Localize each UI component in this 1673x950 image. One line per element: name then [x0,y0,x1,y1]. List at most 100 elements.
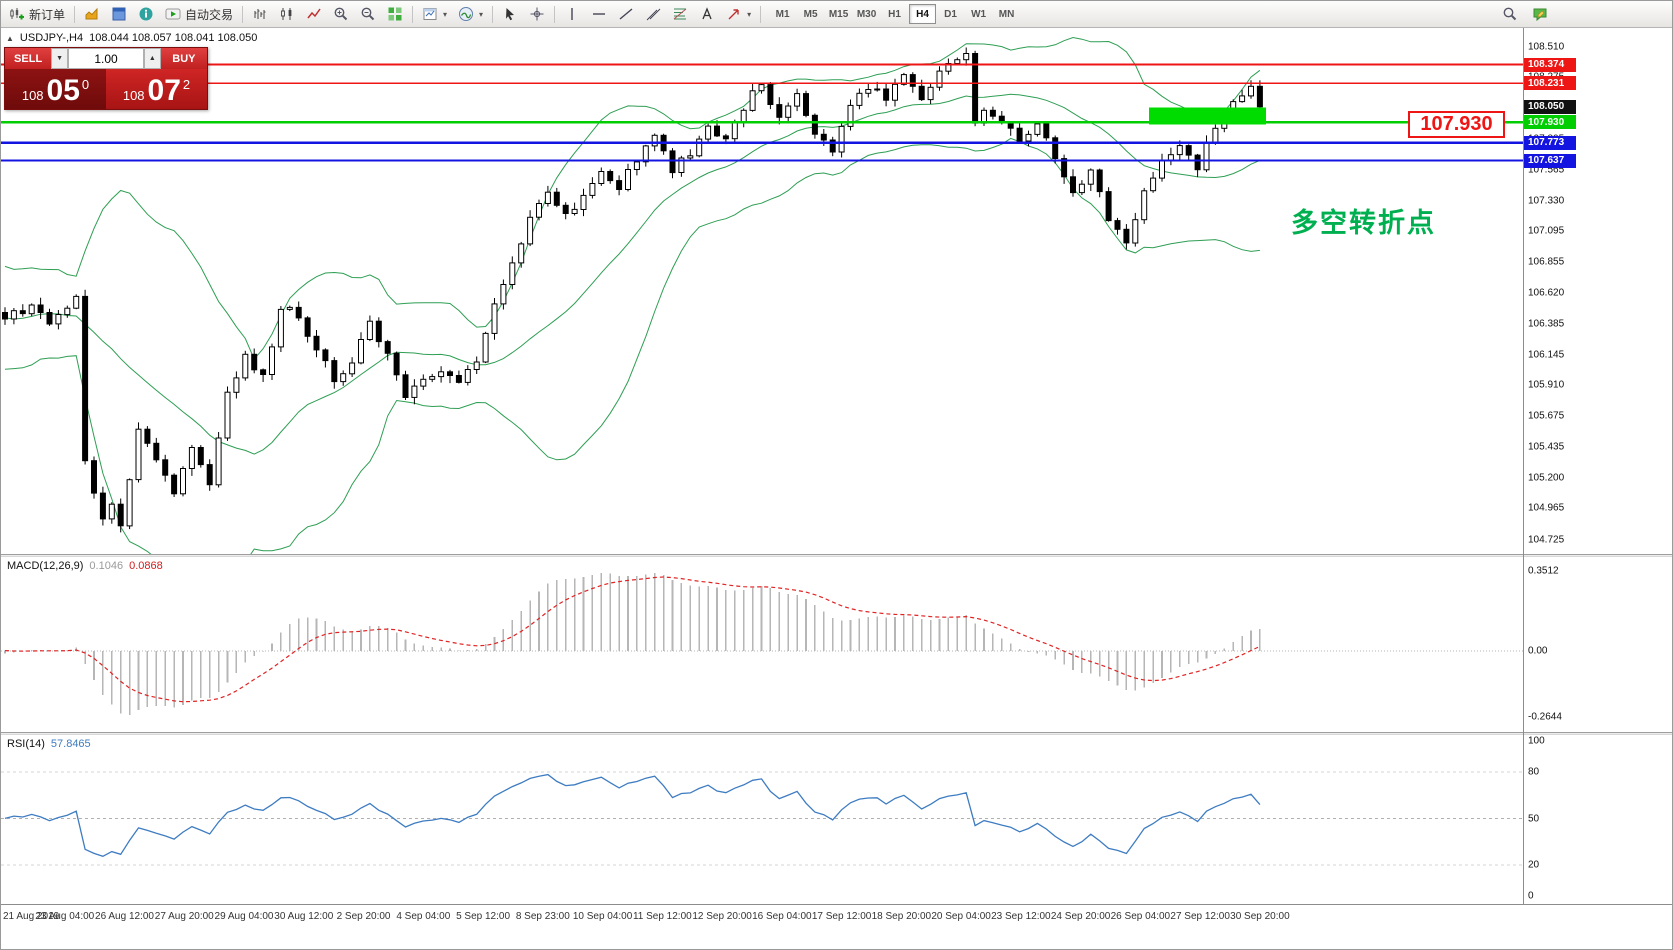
price-tick-label: 107.330 [1528,195,1565,206]
timeframe-button-mn[interactable]: MN [993,4,1020,24]
chart-templates-button[interactable]: ▾ [417,3,452,26]
toolbar-right-group [1497,3,1553,26]
macd-scale-label: 0.00 [1528,645,1548,657]
timeframe-button-m30[interactable]: M30 [853,4,880,24]
time-axis[interactable]: 21 Aug 2019 23 Aug 04:00 26 Aug 12:00 27 Au… [1,904,1672,928]
navigator-icon [139,7,153,21]
price-badge-resistance: 108.374 [1524,57,1576,72]
rsi-scale-label: 0 [1528,890,1534,902]
sell-price-display[interactable]: 108 05 0 [5,69,106,109]
timeframe-button-m1[interactable]: M1 [769,4,796,24]
channel-button[interactable] [640,3,666,26]
time-axis-label: 23 Aug 04:00 [35,911,95,922]
candlestick-chart-button[interactable] [274,3,300,26]
data-window-button[interactable] [106,3,132,26]
panel-separator[interactable] [1,554,1672,557]
zoom-out-button[interactable] [355,3,381,26]
buy-button[interactable]: BUY [160,48,207,69]
timeframe-button-m5[interactable]: M5 [797,4,824,24]
crosshair-button[interactable] [524,3,550,26]
price-tick-label: 105.910 [1528,379,1565,391]
turning-point-annotation[interactable]: 多空转折点 [1291,208,1436,238]
time-axis-label: 29 Aug 04:00 [214,911,274,922]
sell-price-prefix: 108 [21,88,44,103]
panel-separator[interactable] [1,732,1672,735]
tile-windows-button[interactable] [382,3,408,26]
time-axis-label: 24 Sep 20:00 [1050,911,1111,922]
buy-price-display[interactable]: 108 07 2 [106,69,207,109]
time-axis-label: 4 Sep 04:00 [396,911,451,922]
data-window-icon [112,7,126,21]
price-tick-label: 107.095 [1528,225,1565,237]
horizontal-line-icon [593,13,606,15]
rsi-panel-svg[interactable] [1,735,1523,904]
auto-trading-icon [165,8,181,20]
price-tick-label: 105.435 [1528,441,1565,453]
time-axis-label: 11 Sep 12:00 [632,911,692,922]
arrow-object-icon [728,9,739,20]
bollinger-bands [4,36,1261,554]
price-tick-label: 108.510 [1528,41,1565,53]
search-button[interactable] [1497,3,1523,26]
rsi-scale-label: 20 [1528,859,1540,871]
main-chart-svg[interactable] [1,28,1523,554]
volume-increase-button[interactable]: ▲ [144,48,161,69]
buy-price-big: 07 [147,74,181,107]
price-tick-label: 106.620 [1528,287,1565,299]
symbol-title: USDJPY-,H4 [19,32,84,44]
timeframe-button-h1[interactable]: H1 [881,4,908,24]
sell-price-sup: 0 [81,77,90,92]
indicators-button[interactable]: ▾ [453,3,488,26]
toolbar-separator [412,5,414,23]
zoom-in-button[interactable] [328,3,354,26]
fibonacci-icon [673,8,687,20]
price-tick-label: 106.145 [1528,349,1565,361]
time-axis-label: 21 Aug 2019 [3,911,60,922]
arrow-object-button[interactable]: ▾ [721,3,756,26]
horizontal-line-button[interactable] [586,3,612,26]
price-badge-pivot: 107.930 [1524,115,1576,130]
volume-input[interactable] [68,48,144,69]
price-badge-resistance: 108.231 [1524,76,1576,91]
time-axis-label: 23 Sep 12:00 [991,911,1051,922]
highlight-zone [1149,107,1266,125]
timeframe-button-d1[interactable]: D1 [937,4,964,24]
price-tick-label: 107.565 [1528,164,1565,176]
time-axis-label: 20 Sep 04:00 [931,911,991,922]
time-axis-label: 30 Sep 20:00 [1230,911,1290,922]
vertical-line-icon [571,8,573,20]
timeframe-button-w1[interactable]: W1 [965,4,992,24]
one-click-collapse-icon[interactable]: ▲ [6,33,14,43]
navigator-button[interactable] [133,3,159,26]
price-tick-label: 108.275 [1528,71,1565,83]
price-tick-label: 105.675 [1528,410,1565,422]
timeframe-button-h4[interactable]: H4 [909,4,937,24]
macd-scale-label: -0.2644 [1528,711,1562,723]
macd-signal-value: 0.0868 [129,560,163,572]
market-watch-button[interactable] [79,3,105,26]
new-order-button[interactable]: 新订单 [4,3,70,26]
feedback-chat-button[interactable] [1527,3,1553,26]
fibonacci-button[interactable] [667,3,693,26]
price-tick-label: 104.725 [1528,534,1565,546]
auto-trading-button[interactable]: 自动交易 [160,3,238,26]
symbol-info-line: ▲ USDJPY-,H4 108.044 108.057 108.041 108… [6,32,257,44]
timeframe-button-m15[interactable]: M15 [825,4,852,24]
candlesticks [2,47,1263,533]
macd-panel-svg[interactable] [1,557,1523,732]
cursor-button[interactable] [497,3,523,26]
vertical-line-button[interactable] [559,3,585,26]
line-chart-button[interactable] [301,3,327,26]
bar-chart-button[interactable] [247,3,273,26]
rsi-guide-lines [1,771,1523,866]
price-callout-label[interactable]: 107.930 [1408,111,1505,138]
text-label-button[interactable] [694,3,720,26]
dropdown-arrow-icon: ▾ [479,9,484,19]
time-axis-label: 27 Sep 12:00 [1170,911,1230,922]
rsi-scale-label: 100 [1528,735,1545,747]
volume-dropdown-button[interactable]: ▼ [51,48,68,69]
trendline-button[interactable] [613,3,639,26]
symbol-ohlc-quotes: 108.044 108.057 108.041 108.050 [89,32,258,44]
sell-button[interactable]: SELL [5,48,52,69]
cursor-icon [506,8,515,21]
